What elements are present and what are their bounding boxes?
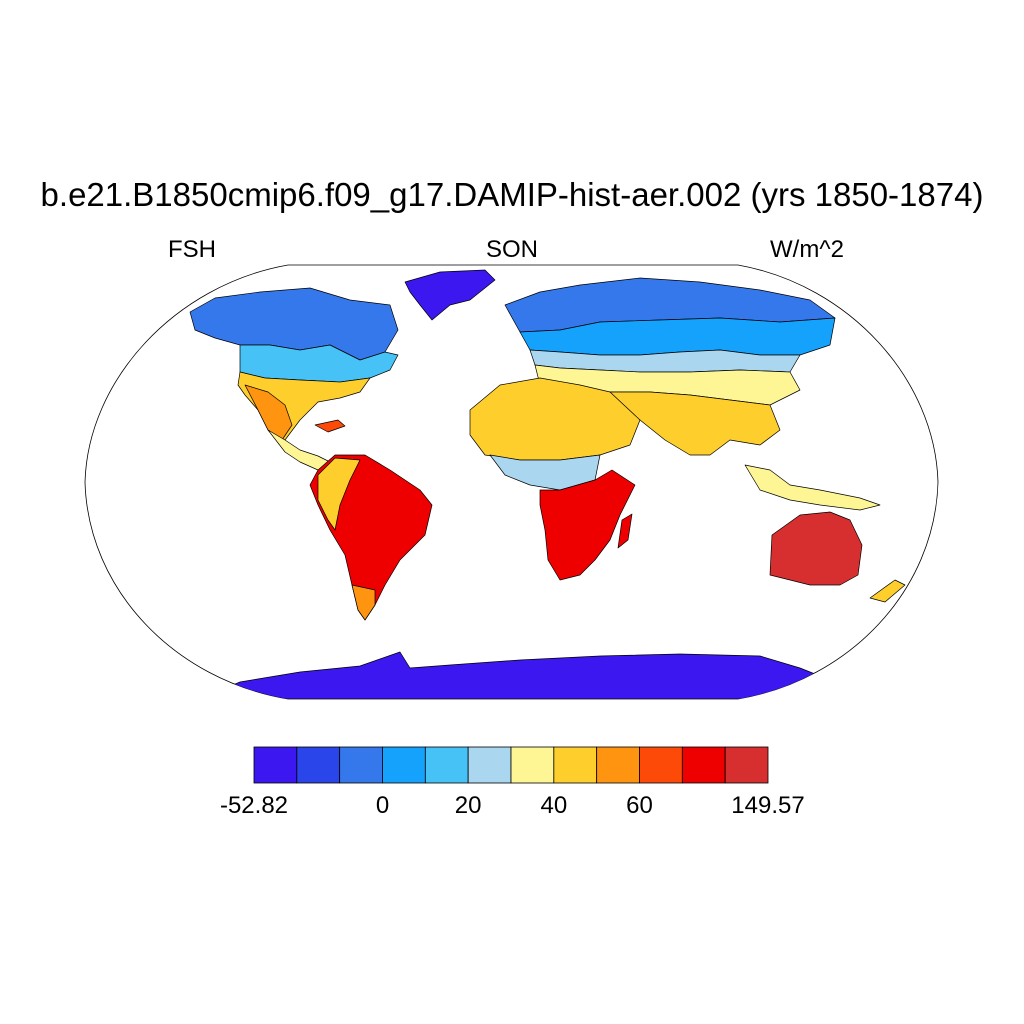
- colorbar-tick-label: 0: [375, 792, 390, 819]
- colorbar-swatch: [253, 746, 298, 784]
- variable-label: FSH: [168, 236, 216, 263]
- colorbar-swatch: [724, 746, 769, 784]
- colorbar-swatch: [424, 746, 469, 784]
- colorbar-swatch: [339, 746, 383, 784]
- units-label: W/m^2: [770, 236, 844, 263]
- colorbar-swatch: [467, 746, 512, 784]
- north-america-southwest: [244, 384, 293, 441]
- caribbean: [314, 419, 346, 433]
- colorbar-swatch: [639, 746, 683, 784]
- colorbar-swatch: [596, 746, 640, 784]
- south-america-andes: [317, 457, 361, 531]
- south-america-tip: [351, 584, 376, 621]
- colorbar-tick-label: 20: [454, 792, 482, 819]
- colorbar-swatch: [296, 746, 341, 784]
- southern-asia: [609, 391, 781, 456]
- north-africa: [469, 377, 641, 461]
- madagascar: [617, 513, 633, 549]
- australia: [769, 511, 863, 586]
- southeast-asia: [744, 464, 881, 511]
- colorbar-swatch: [553, 746, 598, 784]
- colorbar-tick-label: 149.57: [731, 792, 805, 819]
- colorbar-tick-label: 60: [626, 792, 653, 819]
- colorbar-tick-label: 40: [540, 792, 568, 819]
- greenland: [404, 269, 496, 321]
- southern-africa: [539, 469, 636, 581]
- plot-title: b.e21.B1850cmip6.f09_g17.DAMIP-hist-aer.…: [40, 176, 984, 213]
- colorbar-swatch: [510, 746, 555, 784]
- new-zealand: [869, 579, 906, 603]
- season-label: SON: [485, 236, 538, 263]
- colorbar-swatch: [382, 746, 426, 784]
- colorbar-swatch: [681, 746, 726, 784]
- colorbar-tick-label: -52.82: [219, 792, 289, 819]
